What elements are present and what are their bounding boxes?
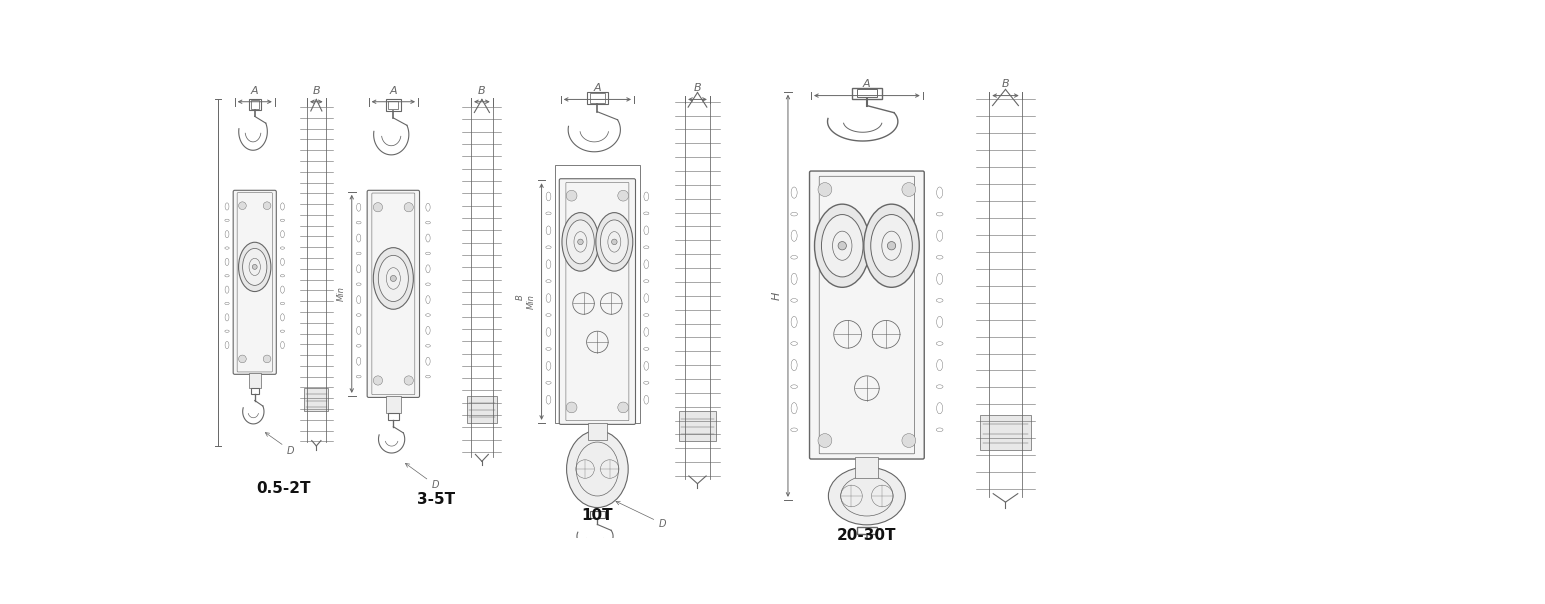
Bar xyxy=(857,527,878,535)
Ellipse shape xyxy=(243,248,267,285)
Ellipse shape xyxy=(828,467,905,525)
Text: D: D xyxy=(616,501,666,528)
Text: 3-5T: 3-5T xyxy=(417,492,454,507)
Circle shape xyxy=(902,182,916,196)
Ellipse shape xyxy=(871,214,912,277)
Text: B: B xyxy=(694,83,701,93)
Text: H: H xyxy=(772,292,782,300)
Ellipse shape xyxy=(822,214,864,277)
Circle shape xyxy=(618,190,629,201)
Ellipse shape xyxy=(567,220,595,264)
Bar xyxy=(856,89,878,97)
Circle shape xyxy=(565,190,576,201)
Bar xyxy=(388,413,399,420)
Bar xyxy=(388,100,399,109)
Bar xyxy=(590,93,606,103)
Circle shape xyxy=(612,239,616,245)
Ellipse shape xyxy=(374,248,414,309)
Circle shape xyxy=(405,202,414,212)
Circle shape xyxy=(817,434,831,448)
Circle shape xyxy=(263,355,270,363)
Bar xyxy=(678,411,715,440)
FancyBboxPatch shape xyxy=(233,190,277,374)
Circle shape xyxy=(618,402,629,413)
Circle shape xyxy=(887,242,896,250)
Bar xyxy=(467,396,497,423)
Text: A: A xyxy=(864,79,871,89)
Circle shape xyxy=(565,402,576,413)
Bar xyxy=(980,415,1032,450)
Circle shape xyxy=(374,202,383,212)
FancyBboxPatch shape xyxy=(368,190,420,397)
Text: Min: Min xyxy=(337,286,346,301)
Text: D: D xyxy=(266,432,295,455)
Text: A: A xyxy=(389,86,397,95)
Bar xyxy=(856,457,879,478)
Bar xyxy=(250,388,260,394)
Text: A: A xyxy=(593,83,601,93)
Circle shape xyxy=(238,202,246,210)
Bar xyxy=(555,165,640,423)
Circle shape xyxy=(252,265,256,269)
Text: B: B xyxy=(1001,79,1009,89)
Bar xyxy=(386,100,400,111)
Circle shape xyxy=(238,355,246,363)
Ellipse shape xyxy=(601,220,629,264)
Ellipse shape xyxy=(596,213,633,271)
Ellipse shape xyxy=(562,213,599,271)
Ellipse shape xyxy=(864,204,919,288)
FancyBboxPatch shape xyxy=(810,171,924,459)
Circle shape xyxy=(817,182,831,196)
Ellipse shape xyxy=(567,431,629,507)
Circle shape xyxy=(578,239,582,245)
Text: B: B xyxy=(312,86,320,95)
Circle shape xyxy=(374,376,383,385)
Text: A: A xyxy=(250,86,258,95)
Bar xyxy=(587,92,609,104)
Circle shape xyxy=(837,242,847,250)
FancyBboxPatch shape xyxy=(559,179,635,425)
Text: B
Min: B Min xyxy=(516,294,536,309)
Bar xyxy=(386,396,402,413)
Bar xyxy=(589,423,607,440)
Bar xyxy=(853,88,882,98)
Ellipse shape xyxy=(814,204,870,288)
Bar xyxy=(304,388,329,411)
Ellipse shape xyxy=(238,242,270,292)
Circle shape xyxy=(391,275,397,281)
Text: 10T: 10T xyxy=(581,507,613,522)
Circle shape xyxy=(902,434,916,448)
Bar xyxy=(250,100,260,109)
Text: 0.5-2T: 0.5-2T xyxy=(256,481,311,495)
Text: B: B xyxy=(477,86,485,95)
Bar xyxy=(249,100,261,109)
Text: D: D xyxy=(405,463,439,490)
Circle shape xyxy=(405,376,414,385)
Bar xyxy=(249,373,261,388)
Ellipse shape xyxy=(379,255,408,301)
Bar xyxy=(590,512,604,518)
Text: 20-30T: 20-30T xyxy=(837,528,896,544)
Circle shape xyxy=(263,202,270,210)
